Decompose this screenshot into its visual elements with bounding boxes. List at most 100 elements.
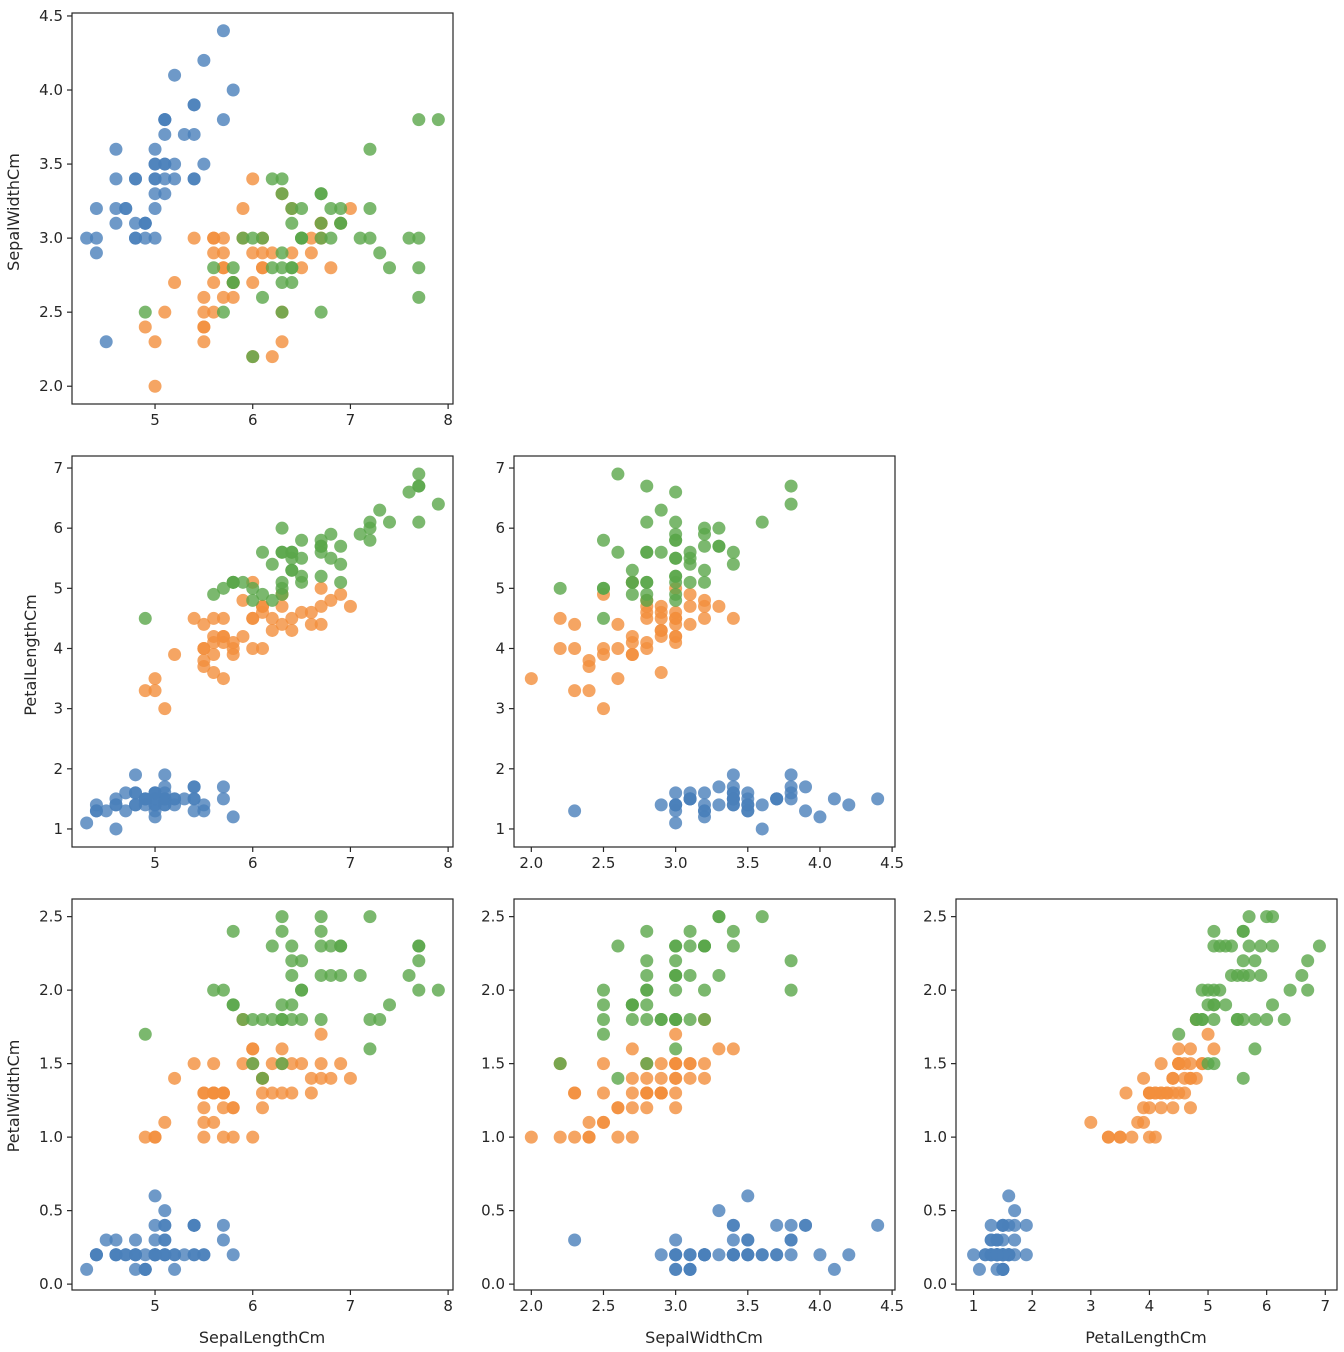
point-iris-setosa: [80, 1262, 94, 1276]
point-iris-virginica: [1224, 968, 1238, 982]
point-iris-versicolor: [295, 261, 309, 275]
point-iris-setosa: [148, 1233, 162, 1247]
point-iris-virginica: [1230, 1013, 1244, 1027]
point-iris-setosa: [129, 1233, 142, 1247]
point-iris-versicolor: [246, 611, 260, 625]
point-iris-setosa: [187, 172, 201, 186]
point-iris-versicolor: [314, 1027, 328, 1041]
point-iris-versicolor: [1084, 1115, 1098, 1129]
point-iris-virginica: [1248, 1013, 1262, 1027]
point-iris-versicolor: [524, 672, 538, 686]
point-iris-virginica: [698, 539, 711, 553]
point-iris-versicolor: [314, 599, 328, 613]
point-iris-virginica: [640, 575, 654, 589]
point-iris-virginica: [640, 479, 654, 493]
point-iris-virginica: [285, 261, 299, 275]
point-iris-versicolor: [236, 202, 250, 215]
x-tick-label: 2.5: [592, 1297, 616, 1315]
point-iris-virginica: [314, 231, 328, 245]
point-iris-setosa: [770, 792, 784, 806]
point-iris-versicolor: [265, 246, 279, 260]
xlabel-col1: SepalWidthCm: [645, 1328, 763, 1347]
point-iris-setosa: [770, 1248, 784, 1262]
point-iris-virginica: [236, 1013, 250, 1027]
point-iris-versicolor: [1201, 1027, 1215, 1041]
point-iris-versicolor: [553, 1130, 567, 1144]
y-tick-label: 4.5: [39, 7, 63, 25]
point-iris-setosa: [726, 792, 740, 806]
point-iris-versicolor: [625, 1086, 639, 1100]
point-iris-virginica: [1201, 998, 1215, 1012]
point-iris-setosa: [197, 53, 211, 67]
point-iris-virginica: [412, 983, 426, 997]
point-iris-versicolor: [1183, 1101, 1197, 1115]
panel-p20: 5 6 7 8 1 2 3 4 5 6 7: [53, 455, 454, 872]
point-iris-virginica: [285, 216, 299, 230]
point-iris-versicolor: [1137, 1071, 1151, 1085]
point-iris-versicolor: [207, 648, 221, 662]
point-iris-virginica: [285, 998, 299, 1012]
point-iris-virginica: [295, 202, 309, 215]
point-iris-virginica: [412, 479, 426, 493]
panel-p21: 2.0 2.5 3.0 3.5 4.0 4.5 1 2 3 4 5 6 7: [495, 455, 904, 872]
point-iris-versicolor: [216, 1130, 230, 1144]
point-iris-versicolor: [698, 593, 711, 607]
point-iris-setosa: [683, 792, 697, 806]
y-tick-label: 5: [495, 579, 505, 597]
point-iris-versicolor: [187, 231, 201, 245]
point-iris-versicolor: [1183, 1042, 1197, 1056]
point-iris-setosa: [216, 113, 230, 127]
point-iris-versicolor: [343, 1071, 357, 1085]
x-tick-label: 5: [1203, 1297, 1213, 1315]
point-iris-virginica: [611, 1071, 625, 1085]
point-iris-virginica: [334, 557, 348, 571]
point-iris-versicolor: [236, 593, 250, 607]
point-iris-versicolor: [148, 1130, 162, 1144]
point-iris-virginica: [1301, 954, 1315, 968]
point-iris-virginica: [363, 1013, 377, 1027]
point-iris-versicolor: [669, 629, 683, 643]
axes-frame: [71, 12, 454, 405]
point-iris-versicolor: [275, 335, 289, 349]
point-iris-versicolor: [669, 605, 683, 619]
point-iris-setosa: [755, 1248, 769, 1262]
point-iris-virginica: [1301, 983, 1315, 997]
point-iris-setosa: [129, 798, 142, 812]
point-iris-versicolor: [640, 611, 654, 625]
point-iris-virginica: [256, 231, 269, 245]
point-iris-versicolor: [640, 1071, 654, 1085]
point-iris-setosa: [177, 127, 191, 141]
point-iris-virginica: [324, 551, 338, 565]
point-iris-setosa: [148, 202, 162, 215]
point-iris-virginica: [553, 581, 567, 595]
y-tick-label: 1.0: [39, 1128, 63, 1146]
point-iris-setosa: [187, 127, 201, 141]
y-tick-label: 1.5: [39, 1055, 63, 1073]
point-iris-versicolor: [553, 611, 567, 625]
point-iris-setosa: [784, 786, 798, 800]
point-iris-setosa: [654, 798, 668, 812]
point-iris-setosa: [148, 142, 162, 156]
point-iris-virginica: [784, 497, 798, 511]
point-iris-setosa: [187, 804, 201, 818]
point-iris-setosa: [712, 1248, 726, 1262]
point-iris-virginica: [1283, 983, 1297, 997]
x-tick-label: 6: [248, 1297, 258, 1315]
point-iris-setosa: [226, 1248, 240, 1262]
point-iris-setosa: [784, 1233, 798, 1247]
axes-frame: [71, 455, 454, 848]
point-iris-virginica: [275, 1057, 289, 1071]
point-iris-virginica: [683, 545, 697, 559]
point-iris-virginica: [275, 1013, 289, 1027]
y-tick-label: 0.5: [923, 1202, 947, 1220]
point-iris-setosa: [148, 231, 162, 245]
point-iris-setosa: [158, 1233, 172, 1247]
point-iris-virginica: [1219, 998, 1233, 1012]
point-iris-versicolor: [1172, 1057, 1186, 1071]
point-iris-versicolor: [343, 599, 357, 613]
point-iris-virginica: [265, 261, 279, 275]
point-iris-versicolor: [207, 305, 221, 319]
y-tick-label: 3: [53, 700, 63, 718]
point-iris-setosa: [972, 1262, 986, 1276]
point-iris-virginica: [275, 910, 289, 924]
